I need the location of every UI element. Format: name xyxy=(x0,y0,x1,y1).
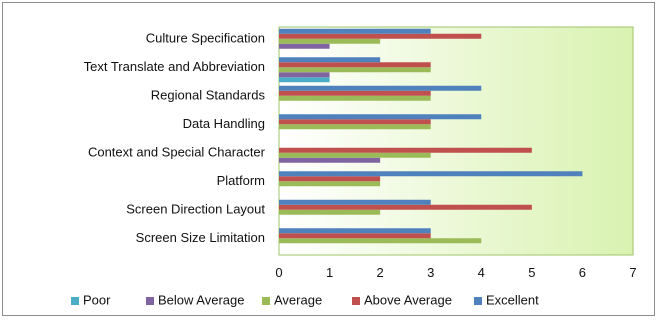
category-label: Regional Standards xyxy=(151,88,266,103)
bar-below-average-5 xyxy=(279,157,381,163)
legend-label-excellent: Excellent xyxy=(486,292,539,307)
x-tick-label: 2 xyxy=(377,265,384,280)
bars-group xyxy=(279,28,583,244)
category-label: Text Translate and Abbreviation xyxy=(84,59,265,74)
x-tick-label: 5 xyxy=(528,265,535,280)
bar-above-average-6 xyxy=(279,176,381,182)
bar-excellent-1 xyxy=(279,28,431,34)
legend-label-above-average: Above Average xyxy=(364,292,452,307)
category-label: Screen Size Limitation xyxy=(136,230,265,245)
x-axis-ticks: 0 1 2 3 4 5 6 7 xyxy=(275,265,636,280)
bar-average-5 xyxy=(279,152,431,158)
bar-average-4 xyxy=(279,124,431,130)
bar-average-3 xyxy=(279,95,431,101)
bar-excellent-7 xyxy=(279,199,431,205)
x-tick-label: 1 xyxy=(326,265,333,280)
legend-swatch-above-average xyxy=(352,297,360,305)
bar-poor-2 xyxy=(279,77,330,83)
bar-average-7 xyxy=(279,209,381,215)
chart-frame: Culture Specification Text Translate and … xyxy=(2,2,655,316)
bar-below-average-2 xyxy=(279,72,330,78)
bar-above-average-4 xyxy=(279,119,431,125)
x-tick-label: 6 xyxy=(579,265,586,280)
bar-chart: Culture Specification Text Translate and … xyxy=(71,26,637,307)
bar-average-6 xyxy=(279,181,381,187)
bar-average-2 xyxy=(279,67,431,73)
bar-excellent-2 xyxy=(279,57,381,63)
bar-above-average-8 xyxy=(279,233,431,239)
bar-above-average-2 xyxy=(279,62,431,68)
bar-excellent-8 xyxy=(279,228,431,234)
legend-swatch-average xyxy=(262,297,270,305)
x-tick-label: 7 xyxy=(629,265,636,280)
legend-swatch-excellent xyxy=(474,297,482,305)
legend-swatch-poor xyxy=(71,297,79,305)
category-label: Platform xyxy=(217,173,265,188)
category-labels: Culture Specification Text Translate and … xyxy=(84,31,266,246)
bar-below-average-1 xyxy=(279,43,330,49)
x-tick-label: 3 xyxy=(427,265,434,280)
bar-excellent-4 xyxy=(279,114,482,120)
x-tick-label: 4 xyxy=(478,265,485,280)
legend: Poor Below Average Average Above Average Exc… xyxy=(71,292,539,307)
category-label: Screen Direction Layout xyxy=(126,202,265,217)
legend-swatch-below-average xyxy=(146,297,154,305)
bar-excellent-6 xyxy=(279,171,583,177)
category-label: Data Handling xyxy=(183,116,265,131)
bar-average-1 xyxy=(279,38,381,44)
x-tick-label: 0 xyxy=(275,265,282,280)
bar-above-average-5 xyxy=(279,147,532,153)
category-label: Context and Special Character xyxy=(88,145,266,160)
legend-label-below-average: Below Average xyxy=(158,292,245,307)
category-label: Culture Specification xyxy=(146,31,265,46)
bar-above-average-7 xyxy=(279,204,532,210)
bar-above-average-1 xyxy=(279,33,482,39)
bar-excellent-3 xyxy=(279,85,482,91)
legend-label-average: Average xyxy=(274,292,322,307)
legend-label-poor: Poor xyxy=(83,292,111,307)
bar-above-average-3 xyxy=(279,90,431,96)
bar-average-8 xyxy=(279,238,482,244)
